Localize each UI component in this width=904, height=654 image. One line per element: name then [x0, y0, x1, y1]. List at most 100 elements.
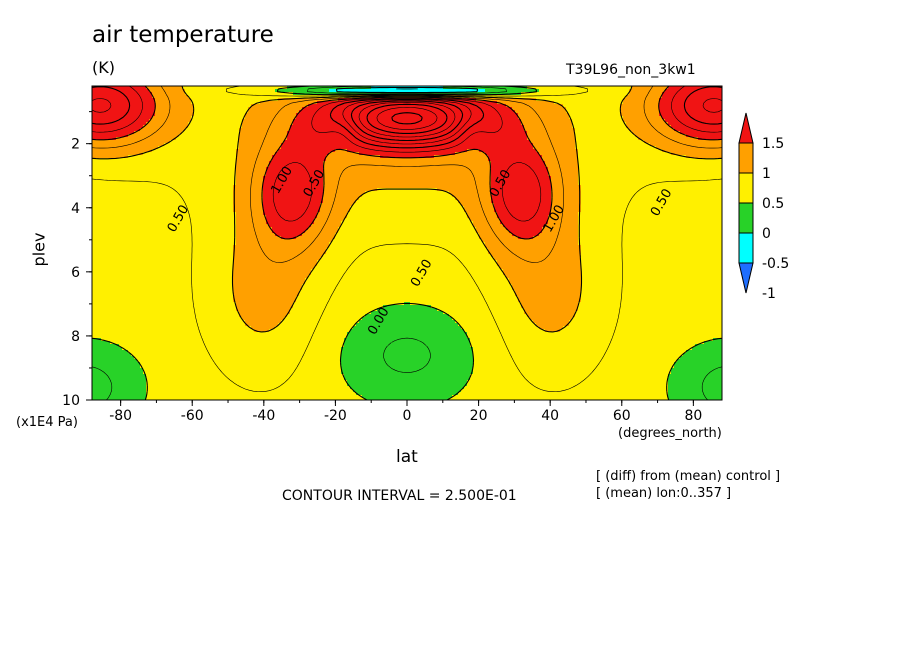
field-cell — [233, 293, 299, 297]
field-cell — [686, 350, 722, 354]
field-cell — [323, 167, 491, 171]
field-cell — [359, 152, 455, 156]
field-cell — [263, 188, 323, 192]
field-cell — [632, 131, 680, 135]
field-cell — [263, 185, 323, 189]
field-cell — [239, 314, 287, 318]
field-cell — [560, 329, 722, 333]
field-cell — [194, 107, 248, 111]
field-cell — [341, 371, 473, 375]
field-cell — [92, 89, 149, 93]
field-cell — [635, 134, 686, 138]
field-cell — [146, 380, 347, 384]
field-cell — [536, 149, 578, 153]
field-cell — [92, 275, 233, 279]
axes: -80 -60 -40 -20 0 20 40 60 80 2 4 6 8 10 — [62, 111, 702, 424]
field-cell — [341, 368, 473, 372]
field-cell — [533, 236, 578, 240]
field-cell — [233, 197, 263, 201]
field-cell — [347, 149, 467, 153]
field-cell — [680, 356, 722, 360]
field-cell — [92, 131, 134, 135]
field-cell — [461, 95, 626, 99]
field-cell — [233, 185, 263, 189]
field-cell — [668, 398, 722, 400]
field-cell — [92, 155, 128, 159]
field-cell — [629, 89, 665, 93]
field-cell — [338, 227, 476, 231]
field-cell — [149, 119, 191, 123]
field-cell — [92, 122, 146, 126]
field-cell — [236, 302, 293, 306]
field-cell — [92, 230, 236, 234]
field-cell — [296, 116, 518, 120]
field-cell — [473, 371, 671, 375]
field-cell — [155, 110, 194, 114]
field-cell — [92, 248, 233, 252]
field-cell — [92, 266, 233, 270]
field-cell — [278, 149, 335, 153]
field-cell — [92, 200, 233, 204]
field-cell — [518, 296, 581, 300]
field-cell — [503, 224, 545, 228]
field-cell — [581, 191, 722, 195]
field-cell — [233, 284, 302, 288]
field-cell — [323, 164, 491, 168]
field-cell — [668, 86, 722, 90]
field-cell — [233, 200, 263, 204]
field-cell — [470, 344, 695, 348]
field-cell — [572, 122, 626, 126]
field-cell — [236, 164, 269, 168]
field-cell — [296, 113, 518, 117]
field-cell — [353, 389, 461, 393]
field-cell — [551, 209, 581, 213]
field-cell — [578, 176, 722, 180]
field-cell — [359, 320, 455, 324]
field-cell — [92, 338, 101, 342]
field-cell — [92, 209, 233, 213]
field-cell — [239, 146, 281, 150]
colorbar-label: -0.5 — [762, 256, 789, 272]
field-cell — [479, 149, 536, 153]
x-tick-label: -40 — [252, 408, 275, 424]
field-cell — [170, 140, 239, 144]
field-cell — [485, 89, 539, 93]
field-cell — [353, 326, 461, 330]
field-cell — [578, 164, 722, 168]
field-cell — [245, 116, 296, 120]
field-cell — [155, 113, 194, 117]
field-cell — [443, 86, 527, 90]
field-cell — [473, 356, 680, 360]
field-cell — [182, 86, 287, 90]
field-cell — [233, 278, 305, 282]
field-cell — [365, 191, 449, 195]
field-cell — [323, 197, 359, 201]
field-cell — [473, 368, 671, 372]
field-cell — [545, 161, 578, 165]
field-cell — [233, 296, 296, 300]
field-cell — [350, 386, 464, 390]
contour-line — [335, 86, 479, 94]
field-cell — [659, 98, 722, 102]
field-cell — [668, 395, 722, 399]
field-cell — [92, 356, 134, 360]
field-cell — [128, 155, 236, 159]
field-cell — [92, 386, 146, 390]
field-cell — [284, 140, 530, 144]
field-cell — [239, 128, 290, 132]
field-cell — [92, 296, 233, 300]
field-cell — [164, 143, 239, 147]
field-cell — [551, 191, 581, 195]
field-cell — [686, 134, 722, 138]
field-cell — [245, 320, 281, 324]
field-cell — [236, 182, 263, 186]
field-cell — [155, 98, 191, 102]
field-cell — [581, 290, 722, 294]
colorbar: 1.5 1 0.5 0 -0.5 -1 — [738, 112, 789, 302]
field-cell — [578, 149, 662, 153]
field-cell — [263, 197, 323, 201]
field-cell — [308, 227, 338, 231]
field-cell — [146, 395, 362, 399]
field-cell — [536, 98, 623, 102]
field-cell — [554, 101, 623, 105]
